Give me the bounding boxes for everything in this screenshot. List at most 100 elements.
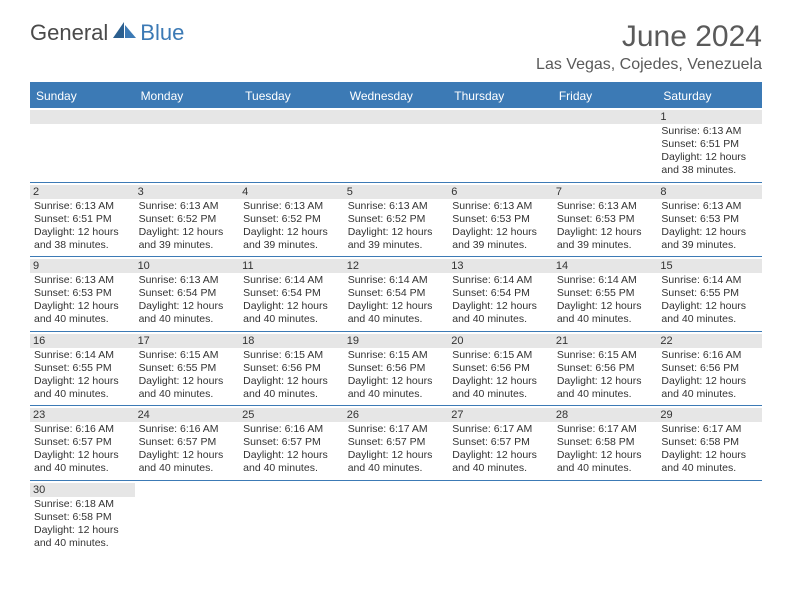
calendar-cell: 13Sunrise: 6:14 AMSunset: 6:54 PMDayligh… [448,257,553,331]
day-info: Sunrise: 6:13 AMSunset: 6:52 PMDaylight:… [348,200,445,253]
day-info: Sunrise: 6:13 AMSunset: 6:53 PMDaylight:… [661,200,758,253]
date-number: 29 [657,408,762,422]
calendar-cell: 16Sunrise: 6:14 AMSunset: 6:55 PMDayligh… [30,332,135,406]
day-info: Sunrise: 6:14 AMSunset: 6:55 PMDaylight:… [557,274,654,327]
date-number: 8 [657,185,762,199]
date-number: 19 [344,334,449,348]
date-number: 4 [239,185,344,199]
date-number: 22 [657,334,762,348]
date-number: 16 [30,334,135,348]
header: General Blue June 2024 Las Vegas, Cojede… [0,0,792,82]
calendar-cell: 18Sunrise: 6:15 AMSunset: 6:56 PMDayligh… [239,332,344,406]
date-number: 14 [553,259,658,273]
calendar-cell [553,108,658,182]
day-header: Wednesday [344,84,449,108]
calendar-cell: 12Sunrise: 6:14 AMSunset: 6:54 PMDayligh… [344,257,449,331]
calendar-cell: 21Sunrise: 6:15 AMSunset: 6:56 PMDayligh… [553,332,658,406]
logo: General Blue [30,20,184,46]
date-number: 6 [448,185,553,199]
calendar-cell: 28Sunrise: 6:17 AMSunset: 6:58 PMDayligh… [553,406,658,480]
logo-sail-icon [112,20,138,46]
calendar-cell [448,481,553,555]
date-number: 18 [239,334,344,348]
day-headers-row: Sunday Monday Tuesday Wednesday Thursday… [30,84,762,108]
date-number: 17 [135,334,240,348]
empty-date-bar [344,110,449,124]
day-header: Monday [135,84,240,108]
calendar-cell [239,481,344,555]
calendar-cell [448,108,553,182]
calendar-cell: 25Sunrise: 6:16 AMSunset: 6:57 PMDayligh… [239,406,344,480]
calendar-cell: 27Sunrise: 6:17 AMSunset: 6:57 PMDayligh… [448,406,553,480]
day-info: Sunrise: 6:16 AMSunset: 6:57 PMDaylight:… [34,423,131,476]
day-info: Sunrise: 6:14 AMSunset: 6:54 PMDaylight:… [348,274,445,327]
calendar-cell: 11Sunrise: 6:14 AMSunset: 6:54 PMDayligh… [239,257,344,331]
day-header: Saturday [657,84,762,108]
calendar-cell [239,108,344,182]
day-info: Sunrise: 6:17 AMSunset: 6:58 PMDaylight:… [557,423,654,476]
title-block: June 2024 Las Vegas, Cojedes, Venezuela [536,20,762,74]
week-row: 1Sunrise: 6:13 AMSunset: 6:51 PMDaylight… [30,108,762,183]
week-row: 16Sunrise: 6:14 AMSunset: 6:55 PMDayligh… [30,332,762,407]
day-info: Sunrise: 6:15 AMSunset: 6:55 PMDaylight:… [139,349,236,402]
day-info: Sunrise: 6:17 AMSunset: 6:57 PMDaylight:… [348,423,445,476]
date-number: 13 [448,259,553,273]
day-info: Sunrise: 6:18 AMSunset: 6:58 PMDaylight:… [34,498,131,551]
day-info: Sunrise: 6:16 AMSunset: 6:57 PMDaylight:… [139,423,236,476]
day-info: Sunrise: 6:13 AMSunset: 6:53 PMDaylight:… [452,200,549,253]
date-number: 10 [135,259,240,273]
calendar-cell: 3Sunrise: 6:13 AMSunset: 6:52 PMDaylight… [135,183,240,257]
month-title: June 2024 [536,20,762,54]
day-info: Sunrise: 6:13 AMSunset: 6:51 PMDaylight:… [34,200,131,253]
calendar-cell: 23Sunrise: 6:16 AMSunset: 6:57 PMDayligh… [30,406,135,480]
day-info: Sunrise: 6:16 AMSunset: 6:57 PMDaylight:… [243,423,340,476]
day-header: Sunday [30,84,135,108]
date-number: 11 [239,259,344,273]
calendar-cell [344,108,449,182]
day-info: Sunrise: 6:14 AMSunset: 6:55 PMDaylight:… [661,274,758,327]
date-number: 23 [30,408,135,422]
day-info: Sunrise: 6:16 AMSunset: 6:56 PMDaylight:… [661,349,758,402]
calendar-cell: 20Sunrise: 6:15 AMSunset: 6:56 PMDayligh… [448,332,553,406]
date-number: 3 [135,185,240,199]
date-number: 27 [448,408,553,422]
date-number: 30 [30,483,135,497]
calendar-cell: 30Sunrise: 6:18 AMSunset: 6:58 PMDayligh… [30,481,135,555]
calendar-cell: 7Sunrise: 6:13 AMSunset: 6:53 PMDaylight… [553,183,658,257]
calendar-cell [30,108,135,182]
calendar-cell: 2Sunrise: 6:13 AMSunset: 6:51 PMDaylight… [30,183,135,257]
calendar-cell: 10Sunrise: 6:13 AMSunset: 6:54 PMDayligh… [135,257,240,331]
date-number: 1 [657,110,762,124]
calendar-cell: 1Sunrise: 6:13 AMSunset: 6:51 PMDaylight… [657,108,762,182]
day-info: Sunrise: 6:13 AMSunset: 6:53 PMDaylight:… [557,200,654,253]
week-row: 9Sunrise: 6:13 AMSunset: 6:53 PMDaylight… [30,257,762,332]
calendar-cell [553,481,658,555]
week-row: 2Sunrise: 6:13 AMSunset: 6:51 PMDaylight… [30,183,762,258]
calendar-cell: 29Sunrise: 6:17 AMSunset: 6:58 PMDayligh… [657,406,762,480]
day-info: Sunrise: 6:15 AMSunset: 6:56 PMDaylight:… [452,349,549,402]
calendar-cell [135,481,240,555]
calendar-cell: 24Sunrise: 6:16 AMSunset: 6:57 PMDayligh… [135,406,240,480]
empty-date-bar [239,110,344,124]
date-number: 15 [657,259,762,273]
day-header: Thursday [448,84,553,108]
day-info: Sunrise: 6:17 AMSunset: 6:58 PMDaylight:… [661,423,758,476]
calendar-cell: 17Sunrise: 6:15 AMSunset: 6:55 PMDayligh… [135,332,240,406]
day-header: Tuesday [239,84,344,108]
calendar-cell: 9Sunrise: 6:13 AMSunset: 6:53 PMDaylight… [30,257,135,331]
calendar-cell: 8Sunrise: 6:13 AMSunset: 6:53 PMDaylight… [657,183,762,257]
day-info: Sunrise: 6:17 AMSunset: 6:57 PMDaylight:… [452,423,549,476]
date-number: 9 [30,259,135,273]
day-info: Sunrise: 6:13 AMSunset: 6:54 PMDaylight:… [139,274,236,327]
week-row: 30Sunrise: 6:18 AMSunset: 6:58 PMDayligh… [30,481,762,555]
location: Las Vegas, Cojedes, Venezuela [536,56,762,74]
calendar-cell [135,108,240,182]
date-number: 28 [553,408,658,422]
empty-date-bar [135,110,240,124]
calendar-cell [344,481,449,555]
day-info: Sunrise: 6:15 AMSunset: 6:56 PMDaylight:… [348,349,445,402]
empty-date-bar [553,110,658,124]
calendar-cell: 4Sunrise: 6:13 AMSunset: 6:52 PMDaylight… [239,183,344,257]
week-row: 23Sunrise: 6:16 AMSunset: 6:57 PMDayligh… [30,406,762,481]
logo-text-blue: Blue [140,20,184,46]
